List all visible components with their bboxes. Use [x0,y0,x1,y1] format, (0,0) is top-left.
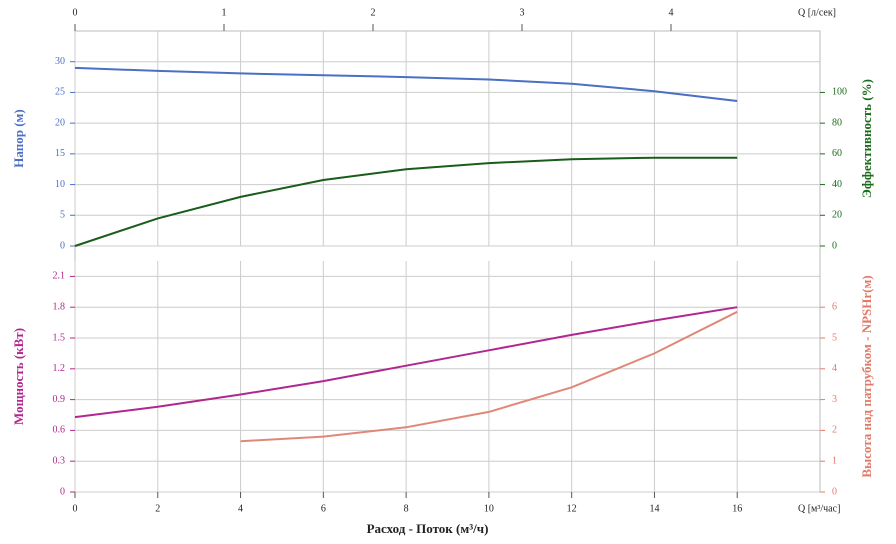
x-tick-label: 16 [732,503,742,514]
series-line [74,66,738,102]
plot-frame [74,30,821,493]
y-tick-label: 25 [55,87,65,98]
x-axis-unit: Q [м³/час] [798,503,840,514]
y-tick-label: 15 [55,148,65,159]
y2-tick-label: 20 [832,210,842,221]
y-tick-label: 2.1 [53,271,66,282]
y2-axis-label: Высота над патрубком - NPSHr(м) [859,275,874,477]
y2-tick-label: 3 [832,394,837,405]
x2-tick-label: 1 [222,7,227,18]
x2-tick-label: 3 [520,7,525,18]
y-tick-label: 0.6 [53,425,66,436]
y2-tick-label: 100 [832,87,847,98]
y-tick-label: 0 [60,240,65,251]
x-tick-label: 12 [567,503,577,514]
y-tick-label: 0.3 [53,455,66,466]
x-tick-label: 4 [238,503,243,514]
y-tick-label: 5 [60,210,65,221]
series-line [240,310,738,443]
y2-tick-label: 6 [832,301,837,312]
x-tick-label: 8 [404,503,409,514]
x-tick-label: 6 [321,503,326,514]
x-tick-label: 10 [484,503,494,514]
x-tick-label: 2 [155,503,160,514]
x-tick-label: 0 [73,503,78,514]
series-line [74,306,738,419]
y-tick-label: 10 [55,179,65,190]
y-tick-label: 1.8 [53,301,66,312]
x2-tick-label: 0 [73,7,78,18]
y2-tick-label: 80 [832,117,842,128]
x2-axis-unit: Q [л/сек] [798,7,836,18]
y2-tick-label: 40 [832,179,842,190]
x2-tick-label: 2 [371,7,376,18]
y2-tick-label: 4 [832,363,837,374]
y2-tick-label: 0 [832,240,837,251]
y-tick-label: 0 [60,486,65,497]
y2-axis-label: Эффективность (%) [859,79,874,198]
y-axis-label: Напор (м) [11,109,26,167]
y2-tick-label: 1 [832,455,837,466]
y2-tick-label: 60 [832,148,842,159]
series-line [74,156,738,247]
y-axis-label: Мощность (кВт) [11,328,26,425]
y2-tick-label: 2 [832,425,837,436]
y-tick-label: 0.9 [53,394,66,405]
y-tick-label: 1.2 [53,363,66,374]
x-axis-label: Расход - Поток (м³/ч) [367,521,489,536]
y2-tick-label: 0 [832,486,837,497]
x2-tick-label: 4 [669,7,674,18]
y-tick-label: 20 [55,117,65,128]
y-tick-label: 30 [55,56,65,67]
y2-tick-label: 5 [832,332,837,343]
y-tick-label: 1.5 [53,332,66,343]
x-tick-label: 14 [649,503,659,514]
